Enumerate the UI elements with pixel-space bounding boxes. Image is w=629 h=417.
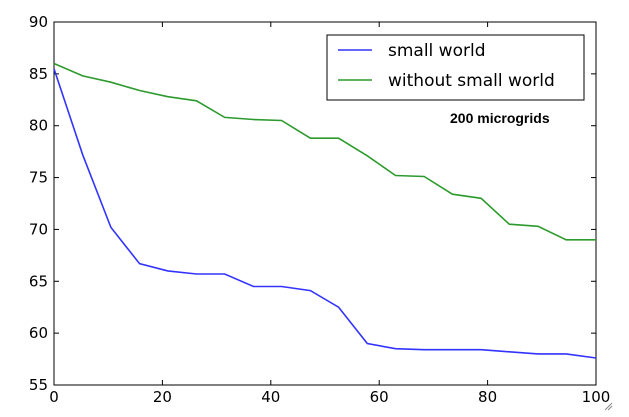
x-tick-label: 0 [49, 388, 59, 406]
y-tick-label: 65 [29, 272, 48, 290]
y-tick-label: 90 [29, 13, 48, 31]
y-tick-label: 60 [29, 324, 48, 342]
tick-group: 0 20 40 60 80 100 55 60 65 70 75 80 85 90 [29, 13, 610, 406]
y-tick-label: 55 [29, 376, 48, 394]
x-tick-label: 100 [582, 388, 611, 406]
legend-label-small-world: small world [388, 41, 486, 61]
series-line-small-world [53, 68, 597, 359]
legend-box [326, 34, 585, 101]
y-tick-label: 80 [29, 117, 48, 135]
y-tick-label: 75 [29, 169, 48, 187]
y-tick-label: 85 [29, 65, 48, 83]
x-tick-label: 20 [153, 388, 172, 406]
legend: small world without small world [326, 34, 585, 101]
x-tick-label: 80 [478, 388, 497, 406]
x-tick-label: 40 [261, 388, 280, 406]
series-group [53, 62, 597, 359]
x-tick-label: 60 [370, 388, 389, 406]
legend-label-without-small-world: without small world [388, 71, 555, 91]
annotation-label: 200 microgrids [450, 110, 550, 126]
y-tick-label: 70 [29, 220, 48, 238]
resize-grip-icon[interactable] [604, 402, 613, 411]
series-line-without-small-world [53, 62, 596, 241]
